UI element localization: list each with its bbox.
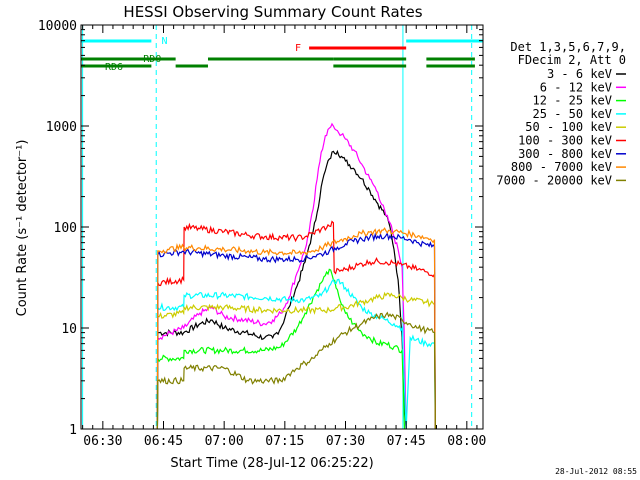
x-tick-label: 08:00 (447, 434, 486, 449)
x-tick-label: 07:45 (387, 434, 426, 449)
x-tick-label: 07:00 (205, 434, 244, 449)
legend-entry-label: 100 - 300 keV (518, 134, 612, 148)
legend-entry-label: 25 - 50 keV (533, 107, 612, 121)
series-line-5 (156, 220, 436, 430)
y-tick-label: 10 (61, 322, 77, 337)
series-line-8 (156, 311, 436, 430)
y-tick-label: 100 (54, 221, 77, 236)
y-axis-label: Count Rate (s⁻¹ detector⁻¹) (15, 140, 30, 317)
series-line-0 (156, 149, 407, 430)
series-line-7 (156, 227, 436, 430)
legend-entry-label: 3 - 6 keV (547, 67, 612, 81)
legend-header: Det 1,3,5,6,7,9, (510, 40, 626, 54)
series-line-4 (156, 291, 436, 430)
legend-entry-label: 300 - 800 keV (518, 147, 612, 161)
y-tick-label: 10000 (38, 19, 77, 34)
flag-label: F (295, 43, 301, 54)
plot-frame (80, 24, 484, 430)
legend-entry-label: 50 - 100 keV (525, 120, 612, 134)
legend-entry-label: 12 - 25 keV (533, 94, 612, 108)
x-tick-label: 06:30 (83, 434, 122, 449)
legend: Det 1,3,5,6,7,9,FDecim 2, Att 03 - 6 keV… (496, 40, 626, 187)
plot-area: N F RD0 RD6 1 10 100 1000 10000 06:30 06:45 07:00 07… (38, 19, 487, 449)
flag-label: RD6 (105, 62, 123, 73)
y-tick-label: 1000 (46, 120, 77, 135)
y-tick-label: 1 (69, 423, 77, 438)
legend-entry-label: 800 - 7000 keV (511, 160, 612, 174)
x-axis-label: Start Time (28-Jul-12 06:25:22) (170, 456, 373, 471)
series-line-2 (156, 268, 406, 430)
legend-header: FDecim 2, Att 0 (518, 53, 626, 67)
footer-timestamp: 28-Jul-2012 08:55 (555, 467, 637, 476)
flag-label: N (161, 36, 167, 47)
chart-title: HESSI Observing Summary Count Rates (123, 3, 422, 21)
x-tick-label: 07:30 (326, 434, 365, 449)
series-line-1 (156, 122, 407, 430)
flag-label: RD0 (143, 54, 161, 65)
x-tick-label: 06:45 (144, 434, 183, 449)
x-tick-label: 07:15 (265, 434, 304, 449)
legend-entry-label: 7000 - 20000 keV (496, 173, 612, 187)
series-line-3 (156, 278, 436, 430)
series-line-6 (156, 231, 436, 430)
legend-entry-label: 6 - 12 keV (540, 80, 612, 94)
